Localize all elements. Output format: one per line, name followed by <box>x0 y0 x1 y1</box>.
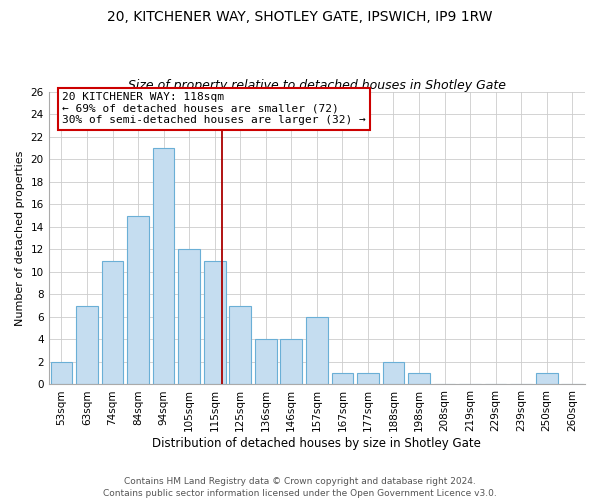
Bar <box>153 148 175 384</box>
Bar <box>229 306 251 384</box>
Bar <box>536 373 557 384</box>
Bar <box>127 216 149 384</box>
Bar <box>306 317 328 384</box>
Bar <box>408 373 430 384</box>
Bar <box>383 362 404 384</box>
Bar <box>76 306 98 384</box>
Bar <box>332 373 353 384</box>
Bar <box>280 340 302 384</box>
Bar <box>204 260 226 384</box>
Bar <box>101 260 124 384</box>
Bar <box>255 340 277 384</box>
Text: Contains HM Land Registry data © Crown copyright and database right 2024.
Contai: Contains HM Land Registry data © Crown c… <box>103 476 497 498</box>
Bar <box>50 362 72 384</box>
Text: 20, KITCHENER WAY, SHOTLEY GATE, IPSWICH, IP9 1RW: 20, KITCHENER WAY, SHOTLEY GATE, IPSWICH… <box>107 10 493 24</box>
Bar <box>178 250 200 384</box>
Y-axis label: Number of detached properties: Number of detached properties <box>15 150 25 326</box>
Bar <box>357 373 379 384</box>
Text: 20 KITCHENER WAY: 118sqm
← 69% of detached houses are smaller (72)
30% of semi-d: 20 KITCHENER WAY: 118sqm ← 69% of detach… <box>62 92 365 125</box>
Title: Size of property relative to detached houses in Shotley Gate: Size of property relative to detached ho… <box>128 79 506 92</box>
X-axis label: Distribution of detached houses by size in Shotley Gate: Distribution of detached houses by size … <box>152 437 481 450</box>
